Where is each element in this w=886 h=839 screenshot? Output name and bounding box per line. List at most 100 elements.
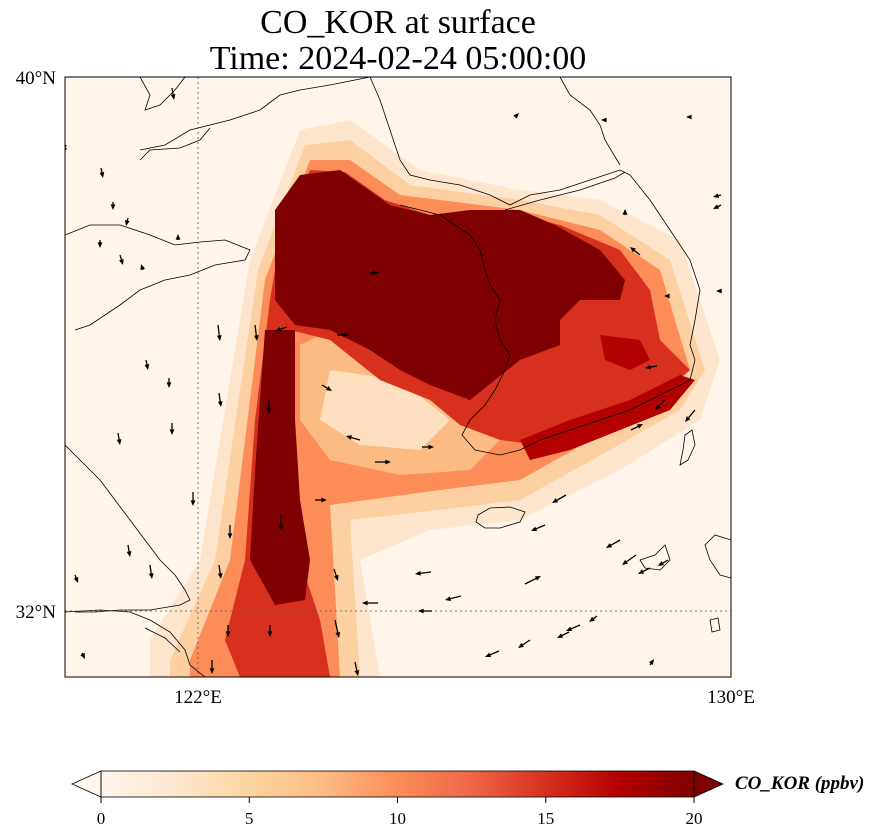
- map-frame: [64, 76, 732, 678]
- colorbar-label: CO_KOR (ppbv): [735, 773, 864, 794]
- wind-arrow-head: [217, 573, 223, 579]
- wind-arrow-head: [655, 404, 661, 410]
- wind-arrow-head: [369, 270, 375, 276]
- wind-arrow-head: [119, 258, 124, 265]
- wind-arrow-head: [275, 326, 282, 332]
- coast-islet: [709, 617, 721, 633]
- wind-arrow-head: [445, 596, 452, 601]
- wind-arrow-head: [216, 335, 222, 341]
- wind-arrow-head: [534, 576, 541, 581]
- wind-arrow-head: [531, 526, 538, 531]
- wind-arrow-head: [552, 498, 559, 503]
- wind-arrow-head: [144, 364, 150, 370]
- wind-arrow-head: [266, 408, 272, 414]
- lon-tick-130: 130°E: [707, 687, 755, 708]
- wind-arrow-head: [518, 642, 524, 648]
- wind-arrow-head: [622, 559, 628, 565]
- wind-arrow-head: [648, 659, 654, 665]
- plume-max-arm: [250, 330, 310, 605]
- wind-vectors: [65, 87, 722, 676]
- wind-arrow-head: [713, 204, 720, 209]
- wind-arrow-head: [362, 600, 368, 606]
- wind-arrow-head: [175, 234, 181, 240]
- coast-tsushima: [679, 429, 696, 466]
- wind-arrow-head: [343, 332, 349, 338]
- wind-arrow-head: [225, 631, 231, 637]
- colorbar-gradient: [101, 771, 694, 797]
- wind-arrow-head: [566, 626, 573, 631]
- wind-arrow-head: [227, 533, 233, 539]
- wind-arrow-head: [333, 574, 339, 581]
- colorbar: 0 5 10 15 20 CO_KOR (ppbv): [71, 770, 864, 828]
- wind-arrow-head: [209, 668, 215, 674]
- coast-bohai-north: [139, 77, 186, 111]
- coast-shandong: [65, 224, 251, 331]
- coast-yangtze: [65, 609, 206, 677]
- colorbar-tick-label: 10: [389, 809, 406, 828]
- wind-arrow-head: [606, 543, 613, 548]
- wind-arrow-head: [346, 435, 353, 440]
- wind-arrow-head: [169, 429, 175, 435]
- wind-arrow-head: [485, 652, 492, 657]
- coast-korea-west: [399, 204, 691, 456]
- wind-arrow-head: [217, 401, 223, 407]
- plume-patch: [600, 335, 650, 370]
- wind-arrow-head: [97, 242, 103, 248]
- wind-arrow-head: [664, 293, 670, 299]
- wind-arrow-head: [713, 193, 720, 198]
- wind-arrow-head: [630, 247, 636, 253]
- wind-arrow-head: [601, 117, 607, 123]
- wind-arrow-head: [65, 147, 68, 151]
- wind-arrow-head: [557, 633, 564, 638]
- wind-arrow-head: [513, 113, 519, 119]
- wind-arrow-head: [385, 459, 391, 465]
- lat-tick-32: 32°N: [16, 602, 57, 623]
- plume-interior-light: [320, 370, 450, 450]
- wind-arrow-head: [126, 551, 132, 557]
- wind-arrow-head: [170, 94, 176, 100]
- wind-arrow-head: [148, 573, 154, 579]
- wind-arrow-head: [99, 172, 105, 178]
- wind-arrow-head: [418, 608, 424, 614]
- coast-jeju: [475, 506, 526, 529]
- map-title-line2: Time: 2024-02-24 05:00:00: [209, 40, 587, 77]
- colorbar-tick-label: 0: [97, 809, 106, 828]
- wind-arrow-head: [622, 209, 628, 215]
- wind-arrow-head: [190, 500, 196, 506]
- coast-goto: [639, 544, 671, 571]
- wind-arrow-head: [638, 569, 645, 574]
- coast-chongming: [144, 627, 181, 653]
- colorbar-tick-label: 5: [245, 809, 254, 828]
- wind-arrow-head: [140, 264, 146, 271]
- wind-arrow-head: [636, 424, 643, 429]
- coast-liaodong: [139, 77, 371, 151]
- wind-arrow-head: [325, 386, 332, 391]
- lat-tick-40: 40°N: [16, 68, 57, 89]
- plume-max-upper: [275, 170, 625, 400]
- colorbar-tick-label: 20: [686, 809, 703, 828]
- wind-arrow-head: [125, 219, 130, 226]
- wind-arrow-head: [278, 525, 284, 531]
- wind-arrow-head: [415, 570, 421, 576]
- coast-north-korea-west: [369, 77, 631, 206]
- wind-arrow-head: [354, 670, 360, 676]
- wind-arrow-head: [166, 382, 172, 388]
- wind-arrow-head: [267, 631, 273, 637]
- map-title-line1: CO_KOR at surface: [260, 4, 536, 41]
- wind-arrow-head: [685, 416, 691, 422]
- coast-north-korea-east: [559, 77, 621, 166]
- wind-arrow-head: [116, 439, 122, 445]
- colorbar-extend-max: [693, 770, 724, 798]
- coast-shandong-north: [139, 127, 211, 161]
- wind-arrow-head: [589, 616, 595, 622]
- wind-arrow-head: [335, 632, 341, 638]
- lon-tick-122: 122°E: [174, 687, 222, 708]
- wind-arrow-head: [80, 652, 85, 659]
- coast-korea-east: [629, 174, 701, 381]
- border-yalu: [504, 171, 626, 211]
- coast-jiangsu: [65, 444, 191, 613]
- wind-arrow-head: [73, 576, 79, 583]
- wind-arrow-head: [645, 364, 651, 370]
- wind-arrow-head: [428, 444, 434, 450]
